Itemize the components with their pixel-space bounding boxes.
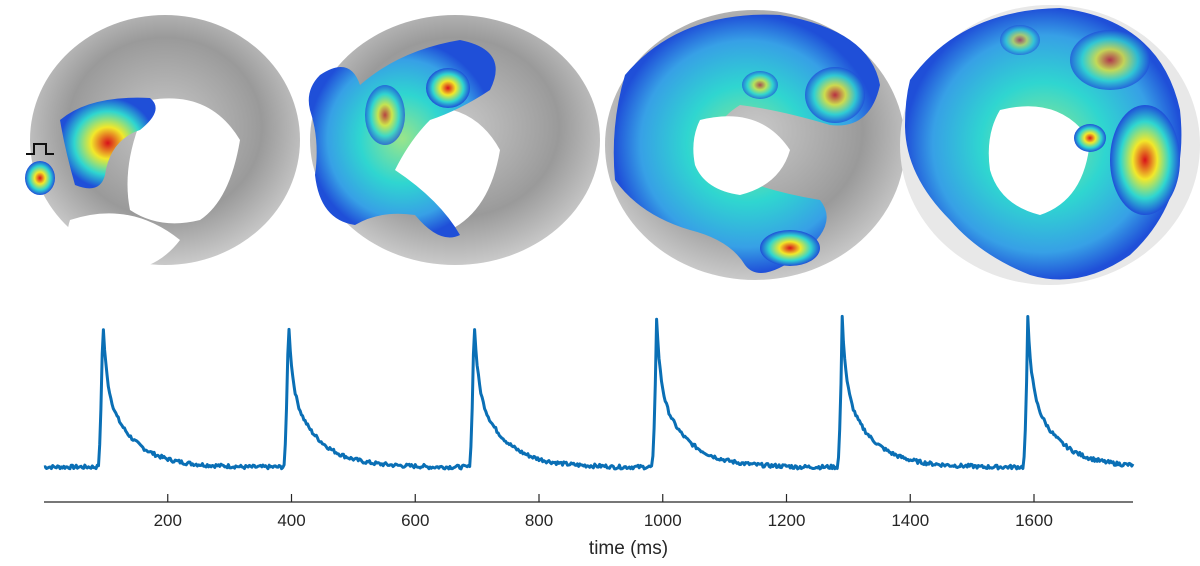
activation-map-4 xyxy=(900,5,1200,285)
activation-map-3 xyxy=(605,10,905,280)
activation-spot xyxy=(760,230,820,266)
activation-map-2 xyxy=(308,15,600,265)
activation-map-1 xyxy=(25,15,300,272)
activation-spot xyxy=(742,71,778,99)
x-tick-label: 600 xyxy=(401,511,429,530)
x-tick-label: 200 xyxy=(154,511,182,530)
activation-spot xyxy=(426,68,470,108)
x-axis-title: time (ms) xyxy=(589,538,668,559)
x-tick-label: 1400 xyxy=(891,511,929,530)
activation-spot xyxy=(25,161,55,195)
heart-cavity xyxy=(988,106,1090,215)
activation-spot xyxy=(365,85,405,145)
x-tick-label: 400 xyxy=(277,511,305,530)
pulse-icon xyxy=(26,143,54,155)
heart-cavity xyxy=(693,116,790,195)
activation-spot xyxy=(1000,25,1040,55)
x-axis-ticks: 200 400 600 800 1000 1200 1400 1600 xyxy=(154,494,1053,530)
series-line xyxy=(43,314,1135,471)
action-potential-chart: 200 400 600 800 1000 1200 1400 1600 time (ms) xyxy=(43,314,1135,559)
activation-spot xyxy=(1110,105,1180,215)
activation-spot xyxy=(805,67,865,123)
heart-cavity xyxy=(127,98,240,224)
x-tick-label: 1200 xyxy=(768,511,806,530)
x-tick-label: 1000 xyxy=(644,511,682,530)
x-tick-label: 1600 xyxy=(1015,511,1053,530)
x-tick-label: 800 xyxy=(525,511,553,530)
activation-maps-row xyxy=(25,5,1200,285)
activation-region xyxy=(60,97,156,189)
activation-spot xyxy=(1070,30,1150,90)
heart-lower-region xyxy=(67,213,180,272)
activation-spot xyxy=(1074,124,1106,152)
